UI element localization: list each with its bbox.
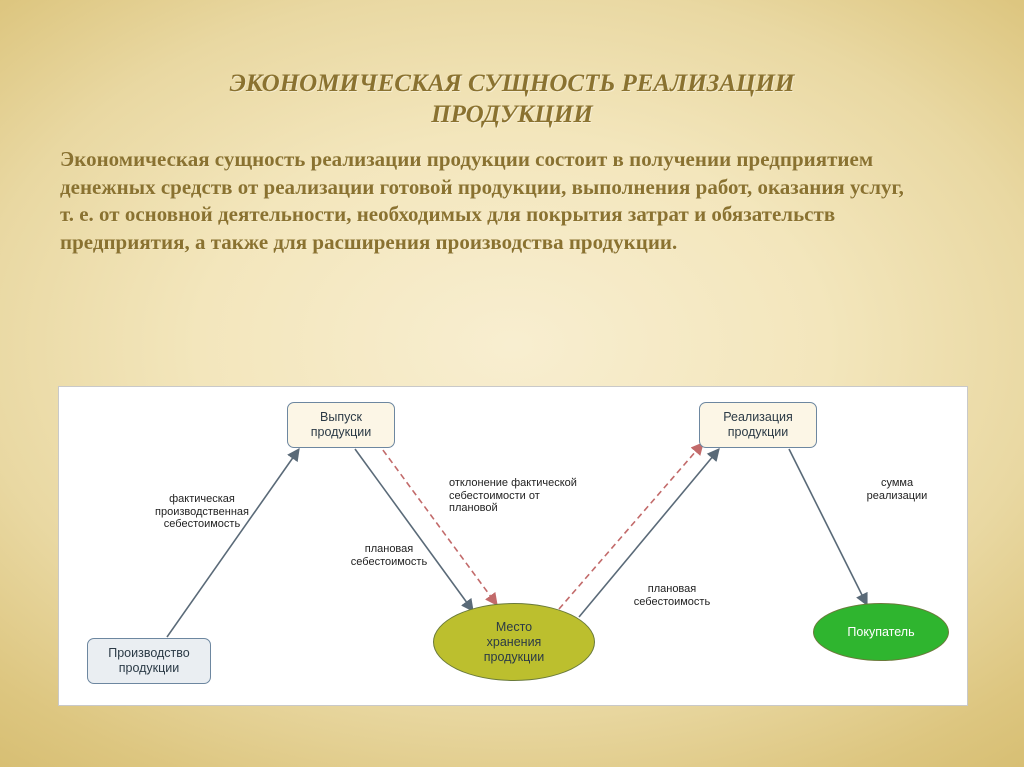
edge-sales-buyer [789, 449, 867, 605]
node-buyer-label: Покупатель [847, 625, 914, 640]
node-storage-label: Местохраненияпродукции [484, 620, 545, 665]
node-production: Производствопродукции [87, 638, 211, 684]
node-sales-label: Реализацияпродукции [723, 410, 793, 440]
node-output: Выпускпродукции [287, 402, 395, 448]
edge-output-storage-solid [355, 449, 473, 611]
node-buyer: Покупатель [813, 603, 949, 661]
label-cost-planned-1: плановаясебестоимость [339, 543, 439, 568]
node-production-label: Производствопродукции [108, 646, 190, 676]
label-sales-amount: суммареализации [847, 477, 947, 502]
slide-body-text: Экономическая сущность реализации продук… [60, 146, 904, 257]
flowchart: Производствопродукции Выпускпродукции Ме… [59, 387, 967, 705]
title-line-1: ЭКОНОМИЧЕСКАЯ СУЩНОСТЬ РЕАЛИЗАЦИИ [230, 70, 795, 97]
label-cost-deviation: отклонение фактическойсебестоимости отпл… [449, 477, 619, 515]
node-sales: Реализацияпродукции [699, 402, 817, 448]
edge-output-storage-dashed [377, 442, 497, 605]
edge-production-output [167, 449, 299, 637]
node-storage: Местохраненияпродукции [433, 603, 595, 681]
label-cost-planned-2: плановаясебестоимость [617, 583, 727, 608]
title-line-2: ПРОДУКЦИИ [431, 101, 593, 128]
slide-title: ЭКОНОМИЧЕСКАЯ СУЩНОСТЬ РЕАЛИЗАЦИИ ПРОДУК… [0, 68, 1024, 131]
node-output-label: Выпускпродукции [311, 410, 372, 440]
diagram-container: Производствопродукции Выпускпродукции Ме… [58, 386, 968, 706]
label-cost-actual: фактическаяпроизводственнаясебестоимость [137, 493, 267, 531]
